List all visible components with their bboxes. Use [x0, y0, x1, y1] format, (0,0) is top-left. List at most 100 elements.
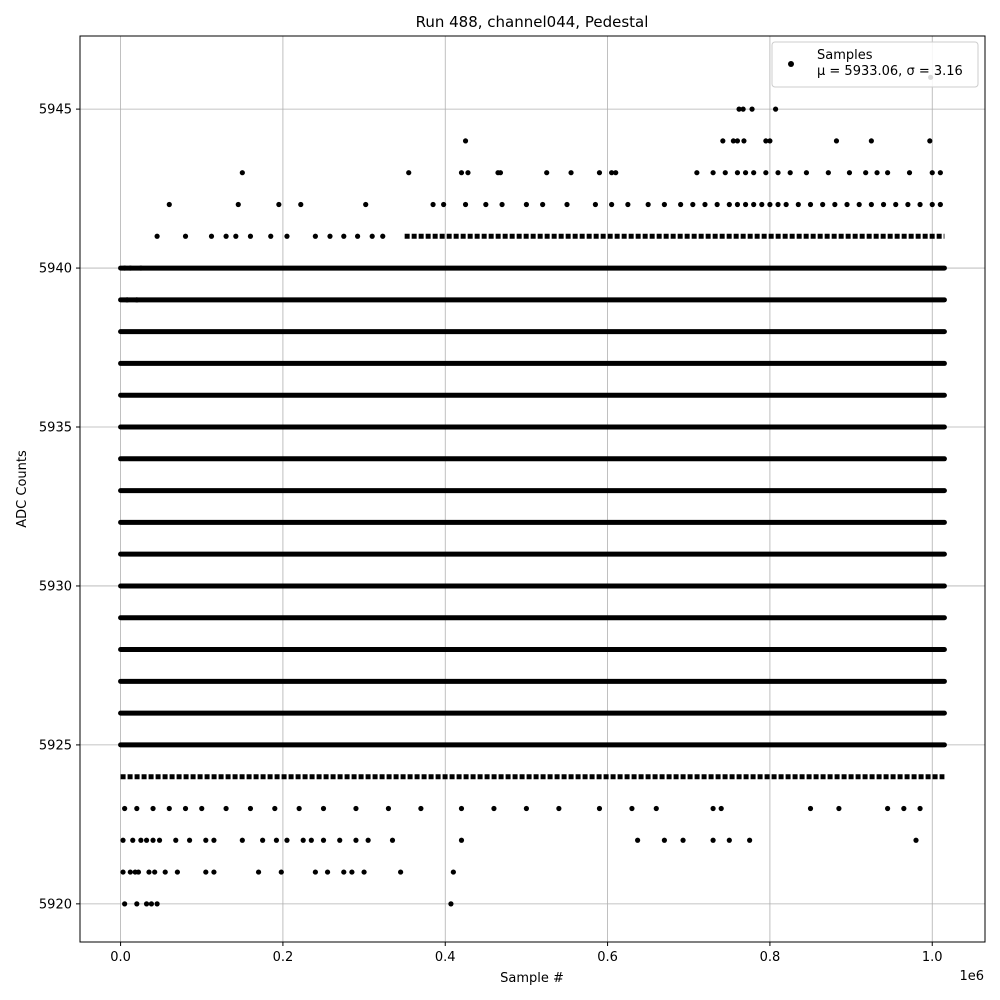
sample-point [448, 901, 454, 907]
sample-point [596, 805, 603, 812]
sample-point [276, 201, 282, 208]
sample-point [174, 869, 180, 875]
sample-point [710, 837, 716, 843]
sample-point [856, 201, 862, 208]
sample-point [483, 201, 489, 208]
sample-point [844, 201, 850, 208]
sample-point [235, 201, 241, 208]
sample-point [150, 805, 156, 812]
sample-point [544, 170, 550, 176]
sample-point [906, 170, 913, 176]
sample-point [255, 869, 262, 875]
sample-point [361, 869, 367, 875]
sample-point [138, 265, 144, 271]
sample-point [122, 265, 128, 271]
sample-point [680, 837, 686, 843]
sample-point [710, 170, 716, 176]
sample-point [134, 297, 140, 303]
sample-point [929, 170, 935, 176]
sample-point [763, 138, 769, 144]
sample-point [353, 805, 359, 812]
sample-point [152, 869, 158, 875]
sample-point [917, 201, 923, 208]
sample-point [143, 837, 150, 843]
sample-point [783, 201, 789, 208]
sample-point [726, 837, 732, 843]
x-axis-label: Sample # [500, 971, 564, 986]
sample-point [418, 805, 424, 812]
sample-point [122, 805, 128, 812]
sample-point [138, 837, 144, 843]
sample-point [156, 837, 163, 843]
sample-point [690, 201, 696, 208]
sample-point [718, 805, 724, 812]
sample-point [239, 837, 245, 843]
y-tick-label: 5940 [39, 262, 72, 277]
sample-point [312, 233, 318, 239]
sample-point [736, 106, 742, 112]
sample-point [714, 201, 720, 208]
sample-point [734, 201, 741, 208]
x-tick-label: 0.4 [435, 950, 456, 965]
sample-point [702, 201, 708, 208]
sample-point [278, 869, 284, 875]
x-axis-scale-label: 1e6 [959, 969, 984, 984]
sample-point [312, 869, 318, 875]
sample-point [298, 201, 304, 208]
chart-title: Run 488, channel044, Pedestal [416, 13, 649, 31]
sample-point [491, 805, 497, 812]
sample-point [284, 233, 290, 239]
y-tick-label: 5935 [39, 421, 72, 436]
sample-point [726, 201, 732, 208]
sample-point [247, 233, 254, 239]
sample-point [296, 805, 302, 812]
sample-point [775, 170, 781, 176]
sample-point [135, 869, 142, 875]
sample-point [885, 805, 891, 812]
sample-point [874, 170, 880, 176]
sample-point [120, 869, 126, 875]
sample-point [320, 837, 327, 843]
sample-point [203, 869, 209, 875]
sample-point [740, 106, 746, 112]
sample-point [327, 233, 333, 239]
sample-point [389, 837, 396, 843]
sample-point [661, 201, 667, 208]
sample-point [795, 201, 801, 208]
sample-point [247, 805, 254, 812]
sample-point [893, 201, 899, 208]
sample-point [905, 201, 911, 208]
sample-point [825, 170, 831, 176]
sample-point [609, 170, 615, 176]
y-tick-label: 5930 [39, 579, 72, 594]
sample-point [653, 805, 659, 812]
sample-point [807, 201, 814, 208]
sample-point [134, 901, 140, 907]
sample-point [134, 805, 140, 812]
sample-point [927, 138, 933, 144]
sample-point [354, 233, 361, 239]
sample-point [324, 869, 331, 875]
sample-point [540, 201, 546, 208]
sample-point [556, 805, 562, 812]
sample-point [868, 138, 874, 144]
sample-point [273, 837, 280, 843]
sample-point [124, 297, 130, 303]
sample-point [223, 805, 229, 812]
sample-point [173, 837, 179, 843]
sample-point [609, 201, 615, 208]
sample-point [353, 837, 359, 843]
sample-point [767, 138, 773, 144]
sample-point [710, 805, 716, 812]
sample-point [820, 201, 826, 208]
sample-point [722, 170, 728, 176]
sample-point [635, 837, 641, 843]
sample-point [747, 837, 753, 843]
sample-point [863, 170, 869, 176]
sample-point [742, 170, 749, 176]
sample-point [523, 201, 530, 208]
sample-point [148, 901, 155, 907]
sample-point [462, 201, 469, 208]
